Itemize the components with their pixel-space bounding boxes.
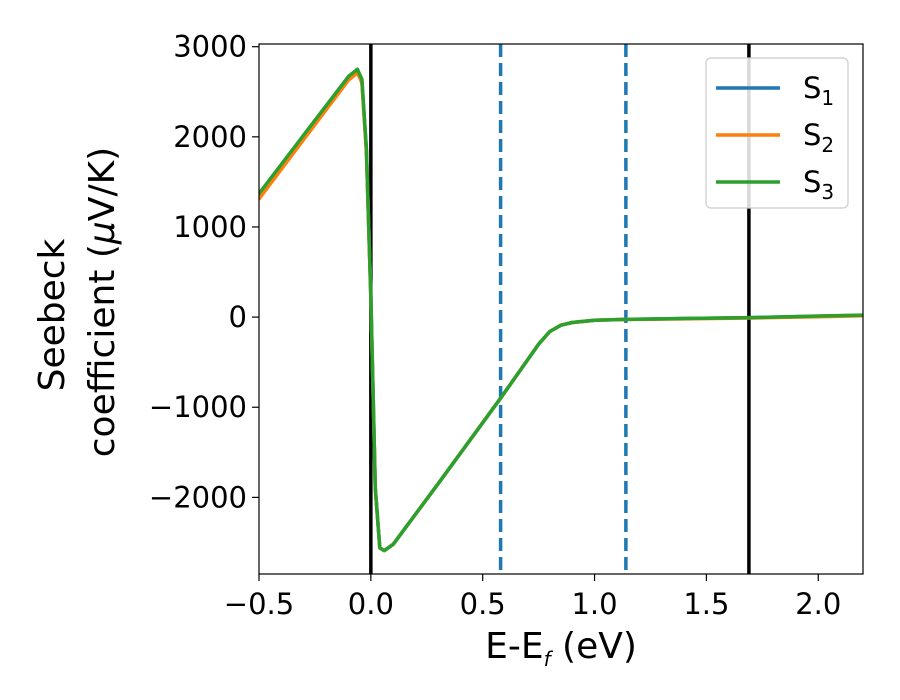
legend-label-name: S [803, 71, 821, 105]
plot-frame [258, 43, 864, 575]
x-tick-label: 2.0 [795, 587, 841, 621]
legend-label-s2: S2 [803, 118, 834, 157]
y-axis-label-mu: μ [82, 221, 123, 245]
reference-lines [369, 44, 751, 574]
y-axis-label-line2: coefficient (μV/K) [82, 147, 123, 457]
x-axis-label-unit: (eV) [551, 626, 637, 667]
x-axis-label: E-Ef (eV) [485, 626, 637, 671]
legend-label-s3: S3 [803, 165, 834, 204]
y-axis-label-line2-text: coefficient ( [82, 244, 123, 457]
y-tick-label: −1000 [149, 390, 247, 424]
legend-label-s1: S1 [803, 71, 834, 110]
legend-label-name: S [803, 165, 821, 199]
y-tick-label: 1000 [173, 210, 247, 244]
y-tick-label: 3000 [173, 30, 247, 64]
y-axis-label-unit: V/K) [82, 147, 123, 221]
series-line-s3 [259, 67, 863, 553]
legend-label-sub: 3 [821, 180, 834, 204]
y-tick-label: 2000 [173, 120, 247, 154]
y-axis-ticks: −2000 −1000 0 1000 2000 3000 [149, 30, 259, 514]
series-lines [259, 67, 863, 553]
y-tick-label: −2000 [149, 480, 247, 514]
x-axis-label-sub: f [544, 647, 554, 671]
x-axis-ticks: −0.5 0.0 0.5 1.0 1.5 2.0 [224, 574, 841, 621]
x-tick-label: −0.5 [224, 587, 294, 621]
legend-box [705, 57, 849, 209]
y-tick-label: 0 [229, 300, 247, 334]
x-tick-label: 1.5 [683, 587, 729, 621]
y-axis-label-line1: Seebeck [32, 238, 73, 391]
x-tick-label: 1.0 [571, 587, 617, 621]
legend-label-sub: 2 [821, 133, 834, 157]
x-axis-label-main: E-E [485, 626, 543, 667]
x-tick-label: 0.5 [460, 587, 506, 621]
legend-label-name: S [803, 118, 821, 152]
x-tick-label: 0.0 [348, 587, 394, 621]
legend-label-sub: 1 [821, 86, 834, 110]
